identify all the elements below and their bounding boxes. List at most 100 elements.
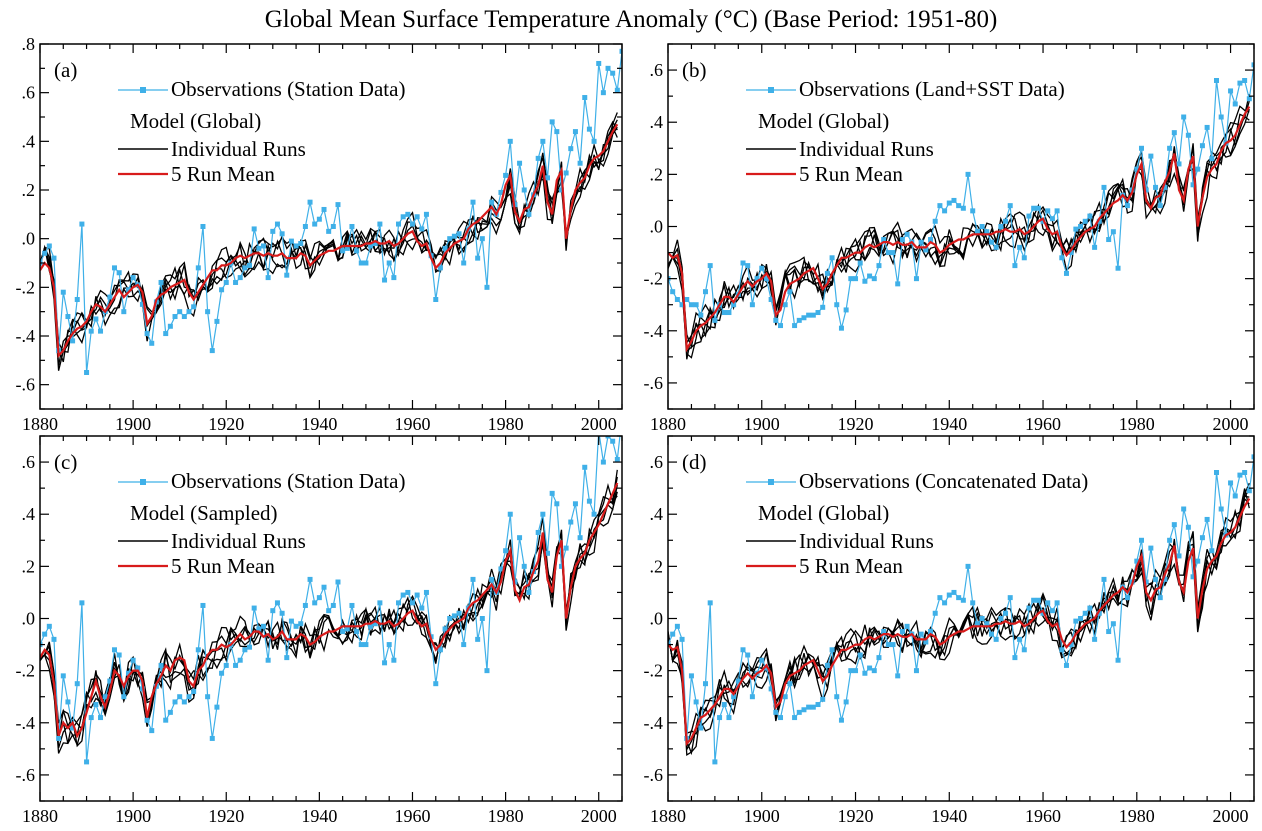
observation-point xyxy=(1153,576,1159,582)
observation-point xyxy=(1068,250,1074,256)
x-tick-label: 2000 xyxy=(1213,414,1249,434)
observation-point xyxy=(456,610,462,616)
observation-point xyxy=(820,696,826,702)
observation-point xyxy=(1087,605,1093,611)
x-tick-label: 2000 xyxy=(581,414,617,434)
observation-point xyxy=(1054,600,1060,606)
observation-point xyxy=(214,318,220,324)
observation-point xyxy=(1232,493,1238,499)
observation-point xyxy=(1143,579,1149,585)
observation-point xyxy=(740,260,746,266)
observation-point xyxy=(102,694,108,700)
observation-point xyxy=(881,237,887,243)
observation-point xyxy=(979,616,985,621)
observation-point xyxy=(899,237,905,243)
observation-point xyxy=(773,317,779,323)
observation-point xyxy=(545,175,551,181)
individual-run-line xyxy=(668,100,1250,350)
y-tick-label: -.2 xyxy=(644,661,664,681)
observation-point xyxy=(288,238,294,244)
observation-point xyxy=(782,302,788,308)
x-tick-label: 1900 xyxy=(744,414,780,434)
observation-point xyxy=(409,221,415,227)
observation-point xyxy=(503,172,509,178)
observation-point xyxy=(209,735,215,741)
observation-point xyxy=(377,600,383,606)
observation-point xyxy=(965,563,971,569)
y-tick-label: -.2 xyxy=(16,277,36,297)
observation-point xyxy=(1115,657,1121,663)
observation-point xyxy=(340,629,346,635)
observation-point xyxy=(1049,216,1055,222)
observation-point xyxy=(918,631,924,637)
y-tick-label: .4 xyxy=(650,504,664,524)
x-tick-label: 1960 xyxy=(1025,806,1061,826)
observation-point xyxy=(1031,205,1037,211)
observation-point xyxy=(768,297,774,302)
observation-point xyxy=(610,438,616,444)
observation-point xyxy=(167,709,173,715)
observation-point xyxy=(307,576,313,582)
observation-point xyxy=(549,119,555,125)
x-tick-label: 2000 xyxy=(581,806,617,826)
legend-mean-label: 5 Run Mean xyxy=(799,162,903,186)
individual-run-line xyxy=(668,109,1250,359)
observation-point xyxy=(824,662,830,668)
observation-point xyxy=(1232,101,1238,107)
observation-point xyxy=(265,657,271,663)
observation-point xyxy=(382,660,388,666)
individual-run-line xyxy=(40,483,618,749)
observation-point xyxy=(1078,616,1084,621)
observation-point xyxy=(558,187,564,193)
observation-point xyxy=(745,263,751,269)
observation-point xyxy=(74,681,80,687)
observation-point xyxy=(707,263,713,269)
observation-point xyxy=(1185,132,1191,138)
observation-point xyxy=(316,595,322,601)
observation-point xyxy=(56,735,62,741)
observation-point xyxy=(591,138,597,144)
observation-point xyxy=(70,338,76,344)
observation-point xyxy=(158,279,164,285)
observation-point xyxy=(1035,205,1041,211)
observation-point xyxy=(848,668,854,674)
observation-point xyxy=(731,694,737,700)
observation-point xyxy=(834,302,840,308)
observation-point xyxy=(237,657,243,663)
observation-point xyxy=(405,211,411,217)
observation-point xyxy=(144,717,150,723)
observation-point xyxy=(116,270,122,276)
panel-b: 1880 1900 1920 1940 1960 1980 2000 -.6 -.4 -.2 .0.… xyxy=(644,43,1255,434)
observation-point xyxy=(121,309,127,315)
observation-point xyxy=(1017,244,1023,250)
observation-point xyxy=(279,610,285,616)
observation-point xyxy=(1157,203,1163,209)
observation-point xyxy=(993,636,999,642)
legend-observations-marker xyxy=(140,479,146,485)
observation-point xyxy=(302,224,308,229)
y-tick-label: -.4 xyxy=(644,713,664,733)
observation-point xyxy=(219,670,225,676)
observation-point xyxy=(293,243,299,249)
observation-point xyxy=(946,592,952,598)
observation-point xyxy=(526,211,532,217)
observation-point xyxy=(620,415,625,420)
observation-point xyxy=(768,686,774,692)
observation-point xyxy=(167,323,173,329)
observation-point xyxy=(563,545,569,551)
observation-point xyxy=(1181,506,1187,512)
observation-point xyxy=(98,715,104,721)
observation-point xyxy=(918,239,924,245)
observation-point xyxy=(563,170,569,176)
observation-point xyxy=(582,95,588,101)
legend-model-header: Model (Global) xyxy=(758,501,889,525)
observation-point xyxy=(1176,161,1182,167)
observation-point xyxy=(456,231,462,237)
plot-clip-group xyxy=(40,415,625,765)
observation-point xyxy=(1054,208,1060,214)
observation-point xyxy=(838,325,844,331)
x-tick-label: 1920 xyxy=(838,414,874,434)
observation-point xyxy=(843,307,849,313)
x-tick-label: 1900 xyxy=(115,806,151,826)
